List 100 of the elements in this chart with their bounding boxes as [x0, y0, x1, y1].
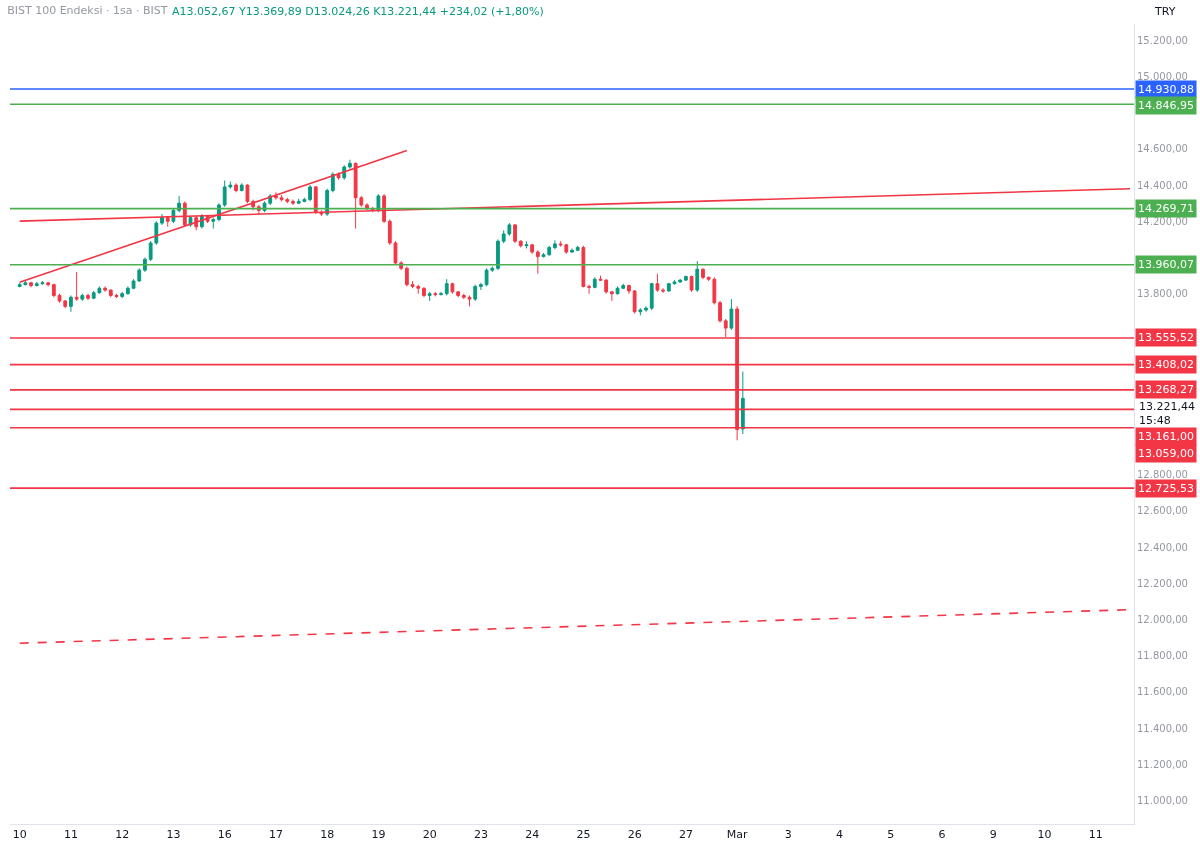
candlestick	[655, 273, 660, 293]
x-tick-label: 11	[63, 828, 78, 842]
y-tick-label: 11.200,00	[1137, 758, 1188, 770]
chart-title: BIST 100 Endeksi · 1sa · BIST	[7, 3, 168, 17]
y-tick-label: 11.800,00	[1137, 650, 1188, 662]
candlestick	[513, 223, 517, 244]
candlestick	[689, 275, 694, 293]
candlestick	[695, 260, 700, 293]
candlestick	[125, 285, 130, 296]
y-axis-title: TRY	[1154, 5, 1176, 18]
x-tick-label: 18	[320, 828, 335, 842]
y-tick-label: 13.800,00	[1137, 288, 1188, 300]
candlestick	[80, 293, 85, 302]
ref-line-label: 13.408,02	[1138, 358, 1194, 371]
candlestick	[473, 284, 478, 302]
x-tick-label: 27	[678, 828, 693, 842]
y-tick-label: 12.800,00	[1137, 469, 1188, 481]
x-tick-label: 19	[371, 828, 386, 842]
ref-line-label: 14.846,95	[1138, 99, 1194, 112]
candlestick	[638, 307, 643, 316]
candlestick	[433, 291, 438, 297]
candlestick	[444, 278, 449, 296]
candlestick	[404, 266, 409, 287]
candlestick	[661, 287, 665, 294]
ref-line-label: 14.930,88	[1138, 83, 1194, 96]
candlestick	[160, 213, 164, 226]
y-tick-label: 14.400,00	[1137, 179, 1188, 191]
candlestick	[718, 300, 722, 324]
candlestick	[422, 286, 426, 298]
ref-line-label: 13.059,00	[1138, 447, 1194, 460]
candlestick	[518, 239, 523, 249]
candlestick	[609, 290, 614, 302]
x-tick-label: Mar	[726, 828, 748, 842]
candlestick	[479, 282, 483, 291]
x-tick-label: 26	[627, 828, 642, 842]
candlestick	[575, 245, 580, 251]
candlestick	[729, 298, 734, 331]
y-tick-label: 11.000,00	[1137, 794, 1188, 806]
candlestick	[570, 247, 574, 254]
candlestick	[627, 284, 631, 295]
candlestick	[171, 208, 176, 224]
candlestick	[524, 240, 529, 249]
x-tick-label: 16	[217, 828, 232, 842]
x-tick-label: 6	[938, 828, 946, 842]
ref-line-label: 13.268,27	[1138, 383, 1194, 396]
candlestick	[46, 281, 51, 287]
candlestick	[74, 271, 79, 302]
candlestick	[245, 183, 250, 204]
y-tick-label: 12.600,00	[1137, 505, 1188, 517]
y-tick-label: 14.600,00	[1137, 143, 1188, 155]
candlestick	[330, 171, 335, 193]
candlestick	[319, 209, 324, 217]
y-tick-label: 15.000,00	[1137, 70, 1188, 82]
candlestick	[120, 291, 125, 299]
x-tick-label: 9	[989, 828, 997, 842]
x-tick-label: 24	[525, 828, 540, 842]
y-tick-label: 15.200,00	[1137, 34, 1188, 46]
text: 13.221,44 15:48	[1139, 400, 1195, 428]
candlestick	[450, 282, 455, 295]
ref-line-label: 13.161,00	[1138, 430, 1194, 443]
candlestick	[587, 284, 591, 295]
y-tick-label: 14.200,00	[1137, 215, 1188, 227]
candlestick	[632, 289, 637, 315]
x-tick-label: 25	[576, 828, 591, 842]
candlestick	[234, 182, 238, 193]
ref-line-label: 13.960,07	[1138, 258, 1194, 271]
candlestick	[581, 245, 586, 288]
ref-line-label: 14.269,71	[1138, 202, 1194, 215]
y-tick-label: 12.000,00	[1137, 613, 1188, 625]
candlestick	[291, 199, 295, 206]
candlestick	[211, 217, 216, 230]
candlestick	[274, 191, 278, 201]
candlestick	[456, 291, 461, 298]
candlestick	[86, 293, 90, 301]
candlestick	[348, 159, 352, 170]
x-tick-label: 17	[268, 828, 283, 842]
candlestick	[644, 305, 648, 313]
ref-line-label: 12.725,53	[1138, 482, 1194, 495]
x-tick-label: 20	[422, 828, 437, 842]
candlestick	[308, 184, 312, 202]
candlestick	[740, 371, 745, 435]
x-tick-label: 12	[115, 828, 130, 842]
chart-subtitle: A13.052,67 Y13.369,89 D13.024,26 K13.221,44 +234,02 (+1,80%)	[172, 5, 544, 18]
candlestick	[239, 182, 244, 192]
y-tick-label: 11.600,00	[1137, 686, 1188, 698]
ref-line-label: 13.555,52	[1138, 331, 1194, 344]
candlestick	[29, 282, 33, 288]
x-tick-label: 5	[887, 828, 895, 842]
y-tick-label: 11.400,00	[1137, 722, 1188, 734]
candlestick	[69, 294, 73, 313]
candlestick	[553, 239, 557, 250]
candlestick	[496, 238, 500, 271]
x-tick-label: 10	[1037, 828, 1052, 842]
x-tick-label: 11	[1088, 828, 1103, 842]
candlestick	[535, 249, 540, 275]
candlestick	[103, 285, 107, 293]
x-tick-label: 13	[166, 828, 181, 842]
candlestick	[592, 276, 597, 289]
x-tick-label: 10	[12, 828, 27, 842]
candlestick	[427, 291, 432, 302]
